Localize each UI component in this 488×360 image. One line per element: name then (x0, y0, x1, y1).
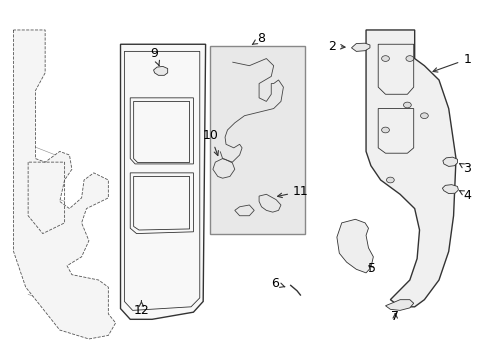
PathPatch shape (120, 44, 205, 319)
Text: 4: 4 (459, 189, 470, 202)
Text: 7: 7 (390, 310, 398, 323)
PathPatch shape (14, 30, 116, 339)
PathPatch shape (442, 157, 457, 166)
Circle shape (403, 102, 410, 108)
Text: 3: 3 (459, 162, 470, 175)
Text: 12: 12 (133, 301, 149, 316)
Circle shape (386, 177, 393, 183)
Bar (210, 46, 305, 234)
Text: 10: 10 (202, 129, 218, 156)
Text: 9: 9 (150, 47, 159, 66)
PathPatch shape (385, 300, 413, 310)
Text: 6: 6 (271, 277, 284, 290)
PathPatch shape (442, 185, 458, 194)
PathPatch shape (336, 219, 372, 273)
Circle shape (381, 56, 388, 62)
Text: 11: 11 (277, 185, 308, 198)
Circle shape (405, 56, 413, 62)
Text: 8: 8 (252, 32, 265, 45)
Text: 2: 2 (327, 40, 345, 53)
Text: 5: 5 (367, 262, 375, 275)
Text: 1: 1 (432, 53, 470, 72)
Circle shape (420, 113, 427, 118)
Circle shape (381, 127, 388, 133)
PathPatch shape (366, 30, 455, 307)
PathPatch shape (351, 43, 369, 51)
PathPatch shape (153, 66, 167, 75)
